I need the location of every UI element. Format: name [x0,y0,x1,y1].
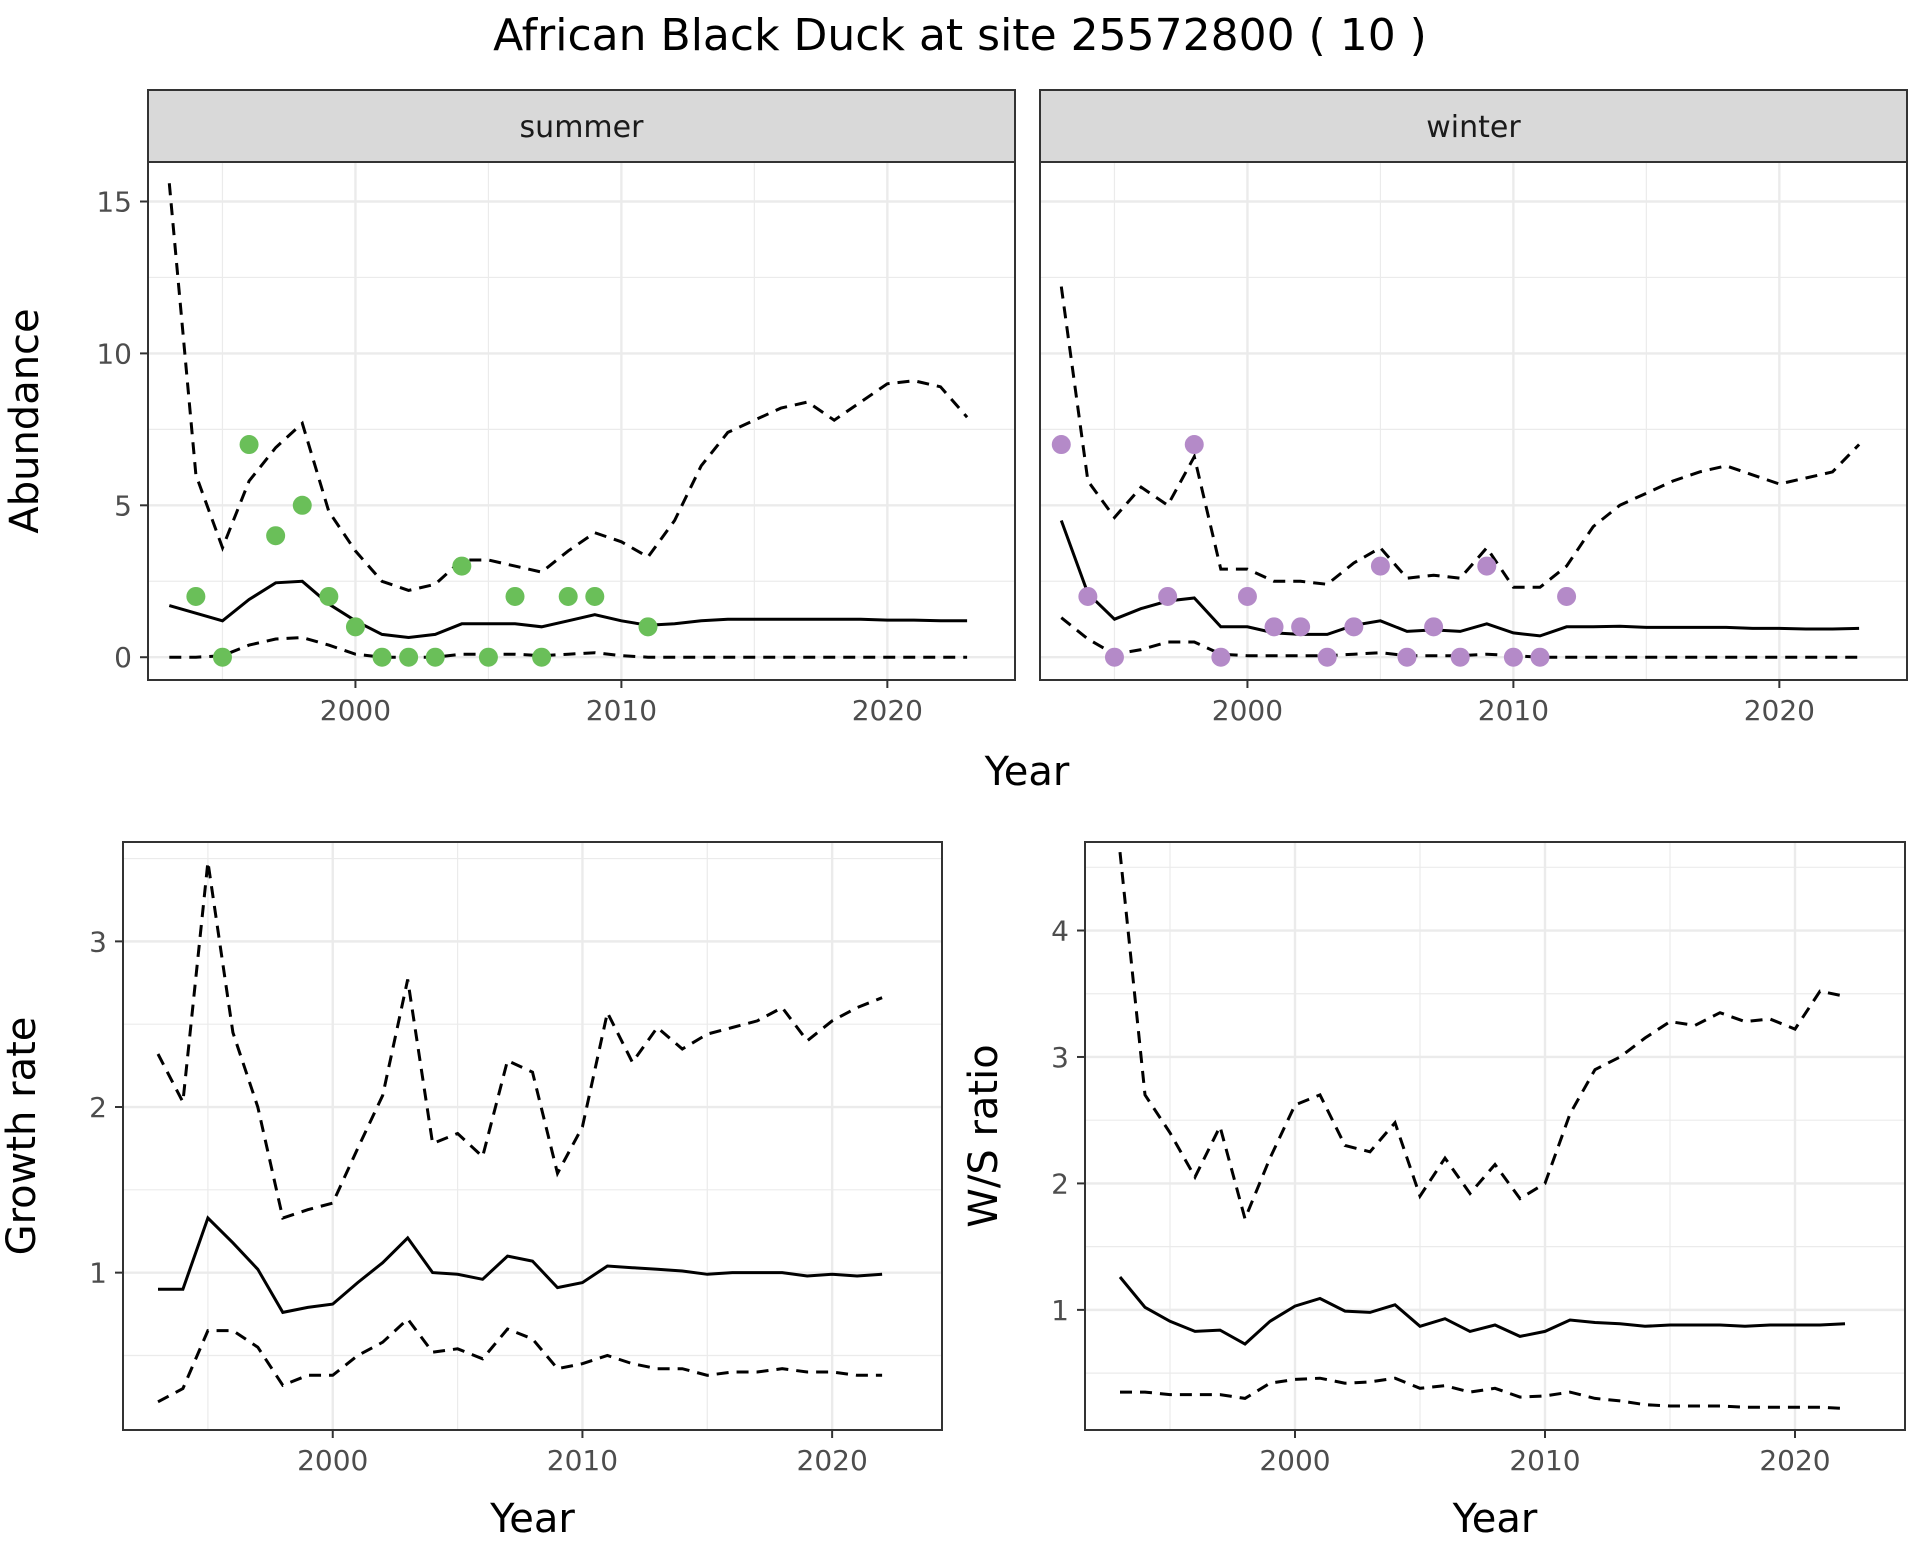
data-point [1264,617,1284,637]
series-line-estimate [158,1215,883,1315]
facet-strip [1039,89,1908,163]
data-point [1291,617,1311,637]
y-tick-label: 4 [1051,915,1069,948]
chart-title: African Black Duck at site 25572800 ( 10… [493,10,1427,61]
data-point [452,556,472,576]
series-line-lower [157,1316,883,1404]
grid [123,842,942,1430]
x-tick-label: 2000 [297,1444,368,1477]
plot-background [148,162,1015,680]
data-point [1557,586,1577,606]
data-point [425,647,445,667]
data-point [372,647,392,667]
panel-border [1084,841,1906,1431]
series-line-lower [1120,1376,1846,1410]
grid [1040,162,1907,680]
data-point [319,586,339,606]
panel-summer: summer 2000 2010 2020 0 5 10 15 Abundance [2,89,1016,727]
y-axis-title: Growth rate [0,1017,45,1256]
facet-strip-label: winter [1426,110,1521,145]
series-line-upper [167,183,969,592]
plot-background [1040,162,1907,680]
x-tick-label: 2000 [320,694,391,727]
data-point [585,586,605,606]
y-tick-label: 0 [114,641,132,674]
y-tick-label: 15 [96,185,132,218]
facet-strip [147,89,1016,163]
x-tick-label: 2010 [586,694,657,727]
data-point [478,647,498,667]
data-point [505,586,525,606]
data-point [1397,647,1417,667]
x-axis-title-shared: Year [984,749,1070,795]
data-point [1158,586,1178,606]
x-tick-label: 2000 [1212,694,1283,727]
data-point [1530,647,1550,667]
data-point [1370,556,1390,576]
y-tick-label: 5 [114,489,132,522]
observed-points [186,435,658,667]
data-point [1450,647,1470,667]
x-axis-title: Year [1452,1496,1538,1542]
data-point [266,526,286,546]
data-point [1051,435,1071,455]
x-axis-title: Year [489,1496,575,1542]
data-point [239,435,259,455]
data-point [1344,617,1364,637]
x-tick-label: 2020 [852,694,923,727]
data-point [1317,647,1337,667]
series-line-upper [156,861,883,1220]
y-tick-label: 2 [1051,1167,1069,1200]
data-point [1104,647,1124,667]
x-tick-label: 2010 [1478,694,1549,727]
y-tick-label: 3 [1051,1041,1069,1074]
data-point [1184,435,1204,455]
series-line-estimate [1059,519,1860,638]
data-point [212,647,232,667]
panels: summer 2000 2010 2020 0 5 10 15 Abundance winter 2… [0,89,1908,1542]
series-line-upper [1118,851,1846,1224]
x-tick-label: 2000 [1259,1444,1330,1477]
y-tick-label: 2 [89,1091,107,1124]
series-line-estimate [1118,1276,1846,1346]
series-line-upper [1059,286,1861,589]
x-tick-label: 2010 [547,1444,618,1477]
grid [1085,842,1905,1430]
data-point [1237,586,1257,606]
series-line-estimate [168,579,968,640]
data-point [1503,647,1523,667]
observed-points [1051,435,1577,667]
facet-strip-label: summer [520,110,645,145]
y-tick-label: 1 [89,1257,107,1290]
data-point [186,586,206,606]
y-axis-title: Abundance [2,308,48,533]
data-point [399,647,419,667]
data-point [532,647,552,667]
x-tick-label: 2020 [1744,694,1815,727]
data-point [1477,556,1497,576]
x-tick-label: 2020 [1759,1444,1830,1477]
series-line-lower [1060,616,1860,659]
panel-winter: winter 2000 2010 2020 [1039,89,1908,727]
y-tick-label: 1 [1051,1294,1069,1327]
y-tick-label: 3 [89,925,107,958]
x-tick-label: 2010 [1509,1444,1580,1477]
x-tick-label: 2020 [797,1444,868,1477]
y-tick-label: 10 [96,337,132,370]
data-point [292,495,312,515]
data-point [1211,647,1231,667]
data-point [558,586,578,606]
series-line-lower [169,635,968,659]
panel-border [122,841,943,1431]
data-point [345,617,365,637]
y-axis-title: W/S ratio [961,1044,1007,1227]
panel-growth: 2000 2010 2020 1 2 3 Growth rate Year [0,841,943,1542]
plot-background [123,842,942,1430]
data-point [1424,617,1444,637]
data-point [1078,586,1098,606]
panel-ratio: 2000 2010 2020 1 2 3 4 W/S ratio Year [961,841,1906,1542]
data-point [638,617,658,637]
